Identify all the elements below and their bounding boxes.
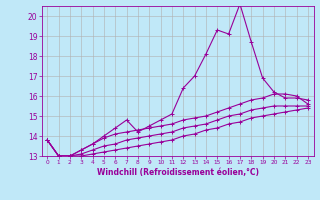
X-axis label: Windchill (Refroidissement éolien,°C): Windchill (Refroidissement éolien,°C): [97, 168, 259, 177]
